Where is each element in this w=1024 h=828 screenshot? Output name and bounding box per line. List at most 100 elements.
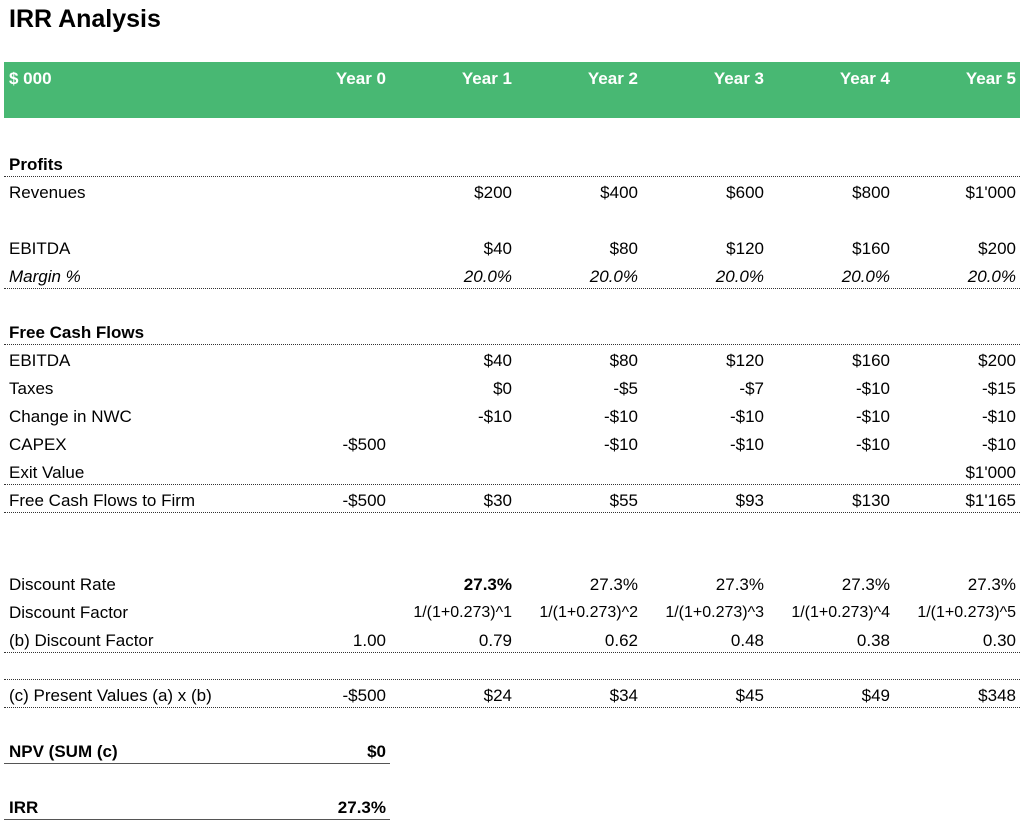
cell-year-5: $200 — [978, 351, 1016, 370]
cell-year-2: $55 — [609, 491, 638, 510]
cell-year-1: -$10 — [477, 407, 512, 426]
page-title: IRR Analysis — [9, 5, 161, 33]
row-label: Discount Factor — [9, 603, 129, 622]
cell-year-3: 20.0% — [715, 267, 764, 286]
cell-year-3: 0.48 — [730, 631, 764, 650]
cell-year-2: 27.3% — [589, 575, 638, 594]
row-label: Discount Rate — [9, 575, 116, 594]
cell-year-3: $120 — [726, 351, 764, 370]
cell-year-1: $0 — [493, 379, 512, 398]
cell-year-2: $400 — [600, 183, 638, 202]
row-label: Free Cash Flows to Firm — [9, 491, 196, 510]
row-label: Revenues — [9, 183, 86, 202]
fcf-heading-row: Free Cash Flows — [4, 319, 1020, 347]
table-row: Free Cash Flows to Firm -$500 $30 $55 $93 $13… — [4, 487, 1020, 515]
table-row: (c) Present Values (a) x (b) -$500 $24 $34 $… — [4, 682, 1020, 710]
table-row: (b) Discount Factor 1.00 0.79 0.62 0.48 0.38 0… — [4, 627, 1020, 655]
cell-year-0: 1.00 — [352, 631, 386, 650]
cell-year-3: -$7 — [739, 379, 764, 398]
cell-year-4: $49 — [861, 686, 890, 705]
cell-year-5: 27.3% — [967, 575, 1016, 594]
cell-year-0: -$500 — [342, 491, 386, 510]
cell-year-4: $160 — [852, 351, 890, 370]
npv-value: $0 — [367, 742, 386, 761]
cell-year-2: $34 — [609, 686, 638, 705]
divider — [4, 652, 1020, 653]
row-label: Change in NWC — [9, 407, 132, 426]
row-label: EBITDA — [9, 351, 71, 370]
cell-year-5: -$10 — [981, 407, 1016, 426]
cell-year-2: -$10 — [603, 407, 638, 426]
cell-year-1: $30 — [483, 491, 512, 510]
table-row: Discount Factor 1/(1+0.273)^1 1/(1+0.273)^… — [4, 599, 1020, 627]
cell-year-4: -$10 — [855, 407, 890, 426]
cell-year-4: $130 — [852, 491, 890, 510]
irr-value: 27.3% — [337, 798, 386, 817]
cell-year-5: 20.0% — [967, 267, 1016, 286]
divider — [4, 512, 1020, 513]
year-3-header: Year 3 — [713, 69, 764, 88]
cell-year-5: -$15 — [981, 379, 1016, 398]
year-5-header: Year 5 — [965, 69, 1016, 88]
cell-year-3: -$10 — [729, 435, 764, 454]
cell-year-2: -$5 — [613, 379, 638, 398]
divider — [4, 288, 1020, 289]
row-label: (c) Present Values (a) x (b) — [9, 686, 212, 705]
cell-year-2: -$10 — [603, 435, 638, 454]
cell-year-4: $800 — [852, 183, 890, 202]
cell-year-0: -$500 — [342, 435, 386, 454]
cell-year-4: 1/(1+0.273)^4 — [791, 604, 890, 621]
divider — [4, 679, 1020, 680]
year-4-header: Year 4 — [839, 69, 890, 88]
header-band — [4, 62, 1020, 118]
row-label: Margin % — [9, 267, 81, 286]
cell-year-0: -$500 — [342, 686, 386, 705]
irr-label: IRR — [9, 798, 39, 817]
year-2-header: Year 2 — [587, 69, 638, 88]
irr-row: IRR 27.3% — [4, 794, 1020, 822]
cell-year-2: $80 — [609, 351, 638, 370]
cell-year-5: 1/(1+0.273)^5 — [917, 604, 1016, 621]
year-1-header: Year 1 — [461, 69, 512, 88]
row-label: (b) Discount Factor — [9, 631, 154, 650]
divider — [4, 176, 1020, 177]
cell-year-4: -$10 — [855, 435, 890, 454]
table-row: Taxes $0 -$5 -$7 -$10 -$15 — [4, 375, 1020, 403]
row-label: Taxes — [9, 379, 54, 398]
cell-year-3: 27.3% — [715, 575, 764, 594]
row-label: EBITDA — [9, 239, 71, 258]
cell-year-5: $348 — [978, 686, 1016, 705]
cell-year-4: 0.38 — [856, 631, 890, 650]
cell-year-5: $1'165 — [965, 491, 1016, 510]
npv-row: NPV (SUM (c) $0 — [4, 738, 1020, 766]
cell-year-1: 27.3% — [463, 575, 512, 594]
cell-year-5: -$10 — [981, 435, 1016, 454]
cell-year-3: $600 — [726, 183, 764, 202]
profits-heading-row: Profits — [4, 151, 1020, 179]
section-heading: Free Cash Flows — [9, 323, 145, 342]
cell-year-4: $160 — [852, 239, 890, 258]
cell-year-1: 1/(1+0.273)^1 — [413, 604, 512, 621]
cell-year-4: -$10 — [855, 379, 890, 398]
section-heading: Profits — [9, 155, 63, 174]
divider — [4, 819, 390, 820]
npv-label: NPV (SUM (c) — [9, 742, 118, 761]
cell-year-3: $120 — [726, 239, 764, 258]
divider — [4, 344, 1020, 345]
cell-year-1: $24 — [483, 686, 512, 705]
table-row: CAPEX -$500 -$10 -$10 -$10 -$10 — [4, 431, 1020, 459]
table-row: Exit Value $1'000 — [4, 459, 1020, 487]
table-row: EBITDA $40 $80 $120 $160 $200 — [4, 347, 1020, 375]
row-label: CAPEX — [9, 435, 67, 454]
divider — [4, 484, 1020, 485]
unit-label: $ 000 — [9, 69, 52, 88]
cell-year-1: $40 — [483, 351, 512, 370]
cell-year-5: $200 — [978, 239, 1016, 258]
table-row: Margin % 20.0% 20.0% 20.0% 20.0% 20.0% — [4, 263, 1020, 291]
cell-year-1: $40 — [483, 239, 512, 258]
cell-year-3: 1/(1+0.273)^3 — [665, 604, 764, 621]
row-label: Exit Value — [9, 463, 85, 482]
cell-year-4: 27.3% — [841, 575, 890, 594]
divider — [4, 763, 390, 764]
cell-year-5: $1'000 — [965, 183, 1016, 202]
